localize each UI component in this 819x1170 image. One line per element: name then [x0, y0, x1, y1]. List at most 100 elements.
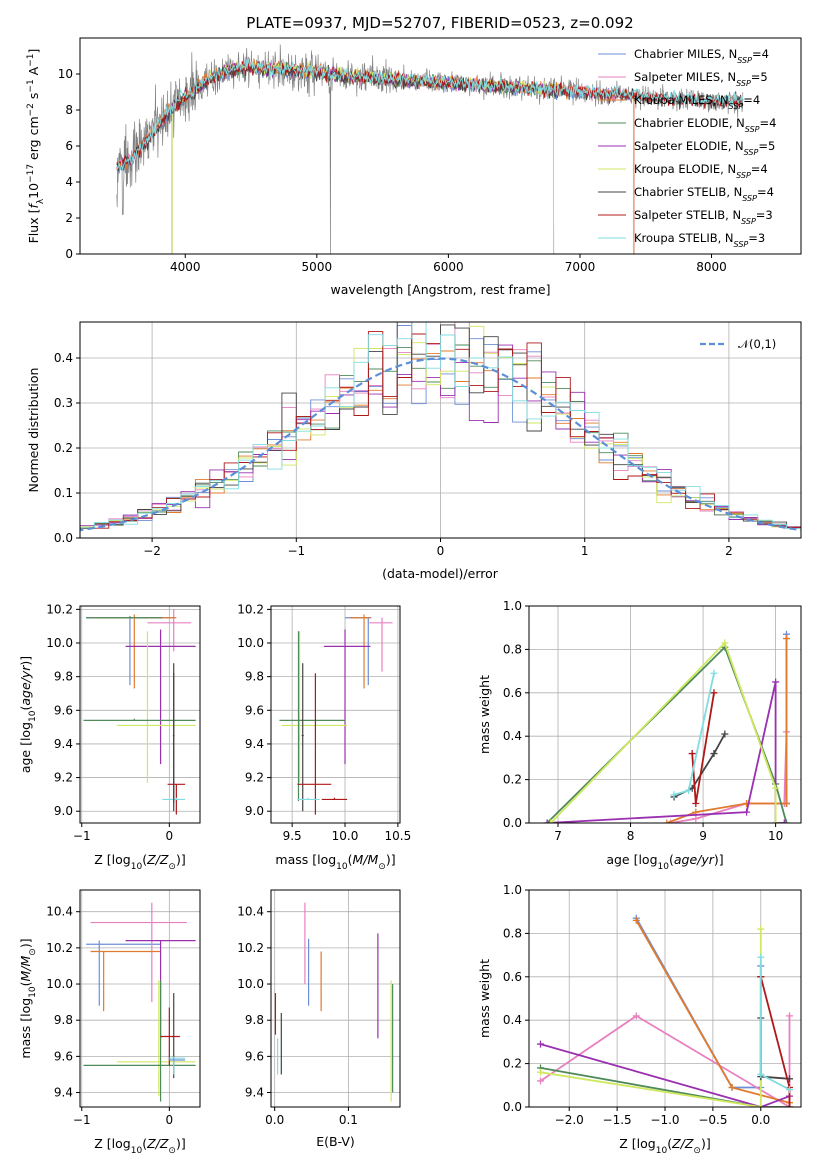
spectrum-ylabel-part: −17 [26, 164, 36, 183]
mass-vs-EBV-ytick-label: 10.2 [237, 941, 264, 955]
mass-vs-Z-ylabel-part: )] [18, 938, 33, 948]
weight-vs-age-xtick-label: 8 [627, 829, 635, 843]
spectrum-ylabel-part: −1 [26, 79, 36, 92]
spectrum-ylabel-part: erg cm [26, 116, 41, 164]
mass-vs-EBV-ytick-label: 10.0 [237, 977, 264, 991]
mass-vs-EBV-plot-area [274, 902, 394, 1102]
legend-entry-sub: SSP [744, 148, 759, 157]
age-vs-Z-ylabel-part: age [log [18, 722, 33, 773]
weight-vs-Z-ytick-label: 0.4 [503, 1013, 522, 1027]
mass-vs-Z-ylabel-part: M/M [18, 955, 33, 981]
legend-entry-sub: SSP [736, 79, 751, 88]
age-vs-mass-frame [270, 605, 401, 824]
weight-vs-Z-xlabel-part: )] [701, 1136, 711, 1151]
age-vs-Z-ylabel-part: age/yr [18, 665, 33, 706]
weight-vs-age-ytick-label: 0.2 [503, 773, 522, 787]
spectrum-ytick-label: 8 [65, 103, 73, 117]
mass-vs-Z-xtick-label: −1 [73, 1113, 91, 1127]
weight-vs-Z-frame [528, 889, 802, 1108]
age-vs-mass-ytick-label: 9.6 [245, 703, 264, 717]
mass-vs-EBV-chart: 0.0 0.1 9.4 9.6 9.8 10.0 10.2 10.4 [237, 889, 401, 1127]
age-vs-mass-xlabel: mass [log10(M/M⊙)] [275, 852, 395, 872]
weight-marker [536, 1040, 544, 1048]
age-vs-Z-xlabel-part: ⊙ [168, 862, 176, 872]
weight-vs-age-xlabel-part: 10 [658, 862, 670, 872]
age-vs-mass-ytick-label: 9.8 [245, 670, 264, 684]
weight-marker [721, 639, 729, 647]
legend-entry-name: Chabrier MILES, N [634, 47, 737, 61]
weight-marker [685, 786, 693, 794]
legend-entry-count: =4 [743, 93, 760, 107]
mass-vs-EBV-ytick-label: 9.6 [245, 1049, 264, 1063]
mass-vs-EBV-ytick-label: 9.8 [245, 1013, 264, 1027]
legend-entry-count: =4 [752, 47, 769, 61]
spectrum-xtick-label: 6000 [433, 260, 464, 274]
legend-entry-count: =4 [751, 162, 768, 176]
weight-vs-Z-xlabel: Z [log10(Z/Z⊙)] [619, 1136, 710, 1156]
residuals-xtick-label: 1 [581, 544, 589, 558]
weight-vs-Z-xlabel-part: Z [log [619, 1136, 655, 1151]
weight-marker [757, 1103, 765, 1107]
legend-entry: Chabrier STELIB, NSSP=4 [634, 185, 774, 203]
spectrum-chart: 4000 5000 6000 7000 8000 0 2 4 6 8 10 Chabrier MILE… [26, 37, 802, 297]
weight-marker [757, 1070, 765, 1078]
residual-histogram [80, 322, 801, 531]
mass-vs-Z-ytick-label: 9.8 [54, 1013, 73, 1027]
weight-marker [632, 916, 640, 924]
mass-vs-EBV-frame [270, 889, 401, 1108]
residuals-frame [79, 321, 802, 539]
weight-vs-Z-xtick-label: −1.5 [603, 1113, 632, 1127]
legend-entry-sub: SSP [729, 102, 744, 111]
legend-entry: Kroupa MILES, NSSP=4 [634, 93, 760, 111]
weight-vs-age-xlabel-part: age [log [606, 852, 657, 867]
weight-vs-Z-xtick-label: −2.0 [555, 1113, 584, 1127]
mass-vs-Z-plot-area [83, 902, 196, 1102]
mass-vs-EBV-ytick-label: 9.4 [245, 1086, 264, 1100]
mass-vs-Z-ylabel-part: mass [log [18, 998, 33, 1059]
weight-vs-age-plot-area [543, 630, 790, 823]
spectrum-ylabel-part: A [26, 66, 41, 79]
spectrum-ytick-label: 0 [65, 247, 73, 261]
weight-marker [757, 953, 765, 961]
age-vs-mass-ytick-label: 9.2 [245, 771, 264, 785]
legend-entry-name: Kroupa MILES, N [634, 93, 729, 107]
weight-line [540, 1067, 790, 1107]
weight-vs-Z-chart: −2.0 −1.5 −1.0 −0.5 0.0 0.0 0.2 0.4 0.6 0.8 1.0 Z [… [477, 883, 802, 1156]
weight-vs-Z-plot-area [536, 914, 794, 1107]
spectrum-xtick-label: 4000 [170, 260, 201, 274]
spectrum-ylabel-part: −1 [26, 53, 36, 66]
spectrum-ytick-label: 4 [65, 175, 73, 189]
weight-marker [536, 1077, 544, 1085]
weight-line [670, 731, 788, 823]
age-vs-Z-xlabel: Z [log10(Z/Z⊙)] [94, 852, 185, 872]
age-vs-mass-xlabel-part: ⊙ [378, 862, 386, 872]
age-vs-Z-ytick-label: 10.2 [46, 602, 73, 616]
weight-vs-age-ytick-label: 0.8 [503, 642, 522, 656]
legend-entry: Kroupa ELODIE, NSSP=4 [634, 162, 768, 180]
legend-entry-sub: SSP [734, 240, 749, 249]
residuals-plot-area [80, 322, 801, 532]
age-vs-Z-ylabel: age [log10(age/yr)] [18, 656, 38, 773]
weight-vs-age-xlabel-part: )] [714, 852, 724, 867]
age-vs-mass-ytick-label: 9.0 [245, 804, 264, 818]
legend-entry: Salpeter STELIB, NSSP=3 [634, 208, 773, 226]
weight-vs-age-ytick-label: 0.4 [503, 729, 522, 743]
legend-entry-sub: SSP [745, 125, 760, 134]
spectrum-ylabel-part: −2 [26, 103, 36, 116]
age-vs-mass-xtick-label: 10.0 [332, 829, 359, 843]
weight-marker [543, 819, 551, 823]
mass-vs-Z-xlabel-part: )] [176, 1136, 186, 1151]
age-vs-mass-xlabel-part: ( [348, 852, 353, 867]
weight-vs-Z-ytick-label: 1.0 [503, 883, 522, 897]
weight-vs-age-ytick-label: 1.0 [503, 599, 522, 613]
residuals-ytick-label: 0.2 [54, 441, 73, 455]
weight-marker [710, 669, 718, 677]
weight-vs-age-ytick-label: 0.6 [503, 686, 522, 700]
weight-marker [786, 1086, 794, 1094]
spectrum-xtick-label: 7000 [565, 260, 596, 274]
normal-curve [80, 357, 801, 532]
age-vs-Z-ylabel-part: 10 [28, 710, 38, 722]
age-vs-Z-ytick-label: 9.0 [54, 804, 73, 818]
